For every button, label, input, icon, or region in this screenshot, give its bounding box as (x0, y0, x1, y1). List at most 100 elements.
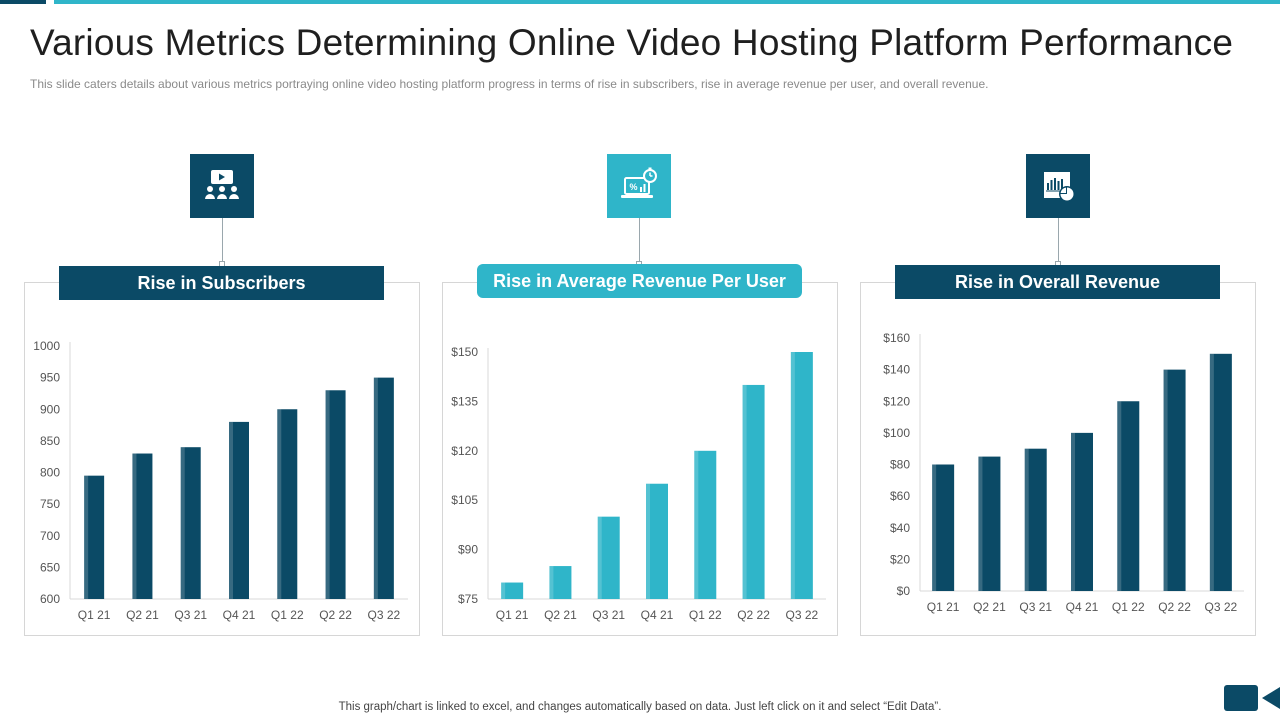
bar-q4-21 (646, 483, 668, 599)
bar-highlight (646, 483, 650, 599)
y-tick-label: $150 (451, 345, 478, 359)
y-tick-label: $90 (458, 543, 478, 557)
x-tick-label: Q3 22 (368, 608, 401, 622)
y-tick-label: $120 (451, 444, 478, 458)
y-tick-label: $75 (458, 592, 478, 606)
y-tick-label: $160 (883, 331, 910, 345)
bar-q4-21 (229, 421, 249, 599)
y-tick-label: $140 (883, 363, 910, 377)
connector-line (1058, 218, 1059, 264)
chart-header-subscribers: Rise in Subscribers (59, 266, 384, 300)
x-tick-label: Q2 22 (737, 608, 770, 622)
bar-highlight (978, 456, 983, 591)
x-tick-label: Q3 21 (592, 608, 625, 622)
bar-highlight (932, 464, 937, 591)
bar-q3-21 (597, 516, 620, 599)
bar-q4-21 (1071, 432, 1093, 591)
bar-q1-21 (84, 475, 105, 599)
y-tick-label: $120 (883, 394, 910, 408)
bar-q2-21 (549, 566, 572, 599)
bar-q3-21 (1024, 448, 1047, 591)
page-title: Various Metrics Determining Online Video… (30, 22, 1234, 63)
y-tick-label: 1000 (33, 339, 60, 353)
x-tick-label: Q2 22 (1158, 600, 1191, 614)
x-tick-label: Q1 21 (496, 608, 529, 622)
bar-highlight (597, 516, 602, 599)
x-tick-label: Q2 21 (126, 608, 159, 622)
y-tick-label: $100 (883, 426, 910, 440)
chart-header-arpu: Rise in Average Revenue Per User (477, 264, 802, 298)
y-tick-label: $40 (890, 521, 910, 535)
bar-highlight (1024, 448, 1029, 591)
y-tick-label: 600 (40, 592, 60, 606)
bar-highlight (325, 390, 330, 599)
x-tick-label: Q1 21 (927, 600, 960, 614)
bar-q1-22 (1117, 401, 1140, 591)
x-tick-label: Q3 22 (1205, 600, 1238, 614)
bar-q2-22 (325, 390, 346, 599)
chart-panel-arpu (442, 282, 838, 636)
connector-line (222, 218, 223, 264)
bar-q2-22 (742, 384, 765, 599)
bar-highlight (1117, 401, 1122, 591)
bar-highlight (1071, 432, 1075, 591)
y-tick-label: 700 (40, 529, 60, 543)
x-tick-label: Q3 21 (174, 608, 207, 622)
x-tick-label: Q4 21 (223, 608, 256, 622)
bar-highlight (694, 450, 699, 599)
y-tick-label: $20 (890, 552, 910, 566)
bar-highlight (501, 582, 506, 599)
y-tick-label: 900 (40, 402, 60, 416)
bar-highlight (1163, 369, 1168, 591)
x-tick-label: Q1 22 (271, 608, 304, 622)
top-accent-bar-dark (0, 0, 46, 4)
bar-q3-21 (180, 447, 201, 599)
bar-q1-21 (932, 464, 955, 591)
bar-highlight (790, 352, 795, 599)
svg-text:%: % (630, 182, 638, 192)
chart-header-overall-revenue: Rise in Overall Revenue (895, 265, 1220, 299)
bar-highlight (229, 421, 233, 599)
bar-q2-21 (978, 456, 1001, 591)
x-tick-label: Q4 21 (641, 608, 674, 622)
y-tick-label: 850 (40, 434, 60, 448)
bar-chart-arpu: $75 $90 $105 $120 $135 $150 Q1 21 Q2 21 Q3 21 Q4 … (451, 345, 826, 622)
x-tick-label: Q1 22 (1112, 600, 1145, 614)
bar-highlight (742, 384, 747, 599)
bar-highlight (132, 453, 137, 599)
bar-q2-22 (1163, 369, 1186, 591)
top-accent-bar-teal (54, 0, 1280, 4)
x-tick-label: Q2 21 (973, 600, 1006, 614)
video-camera-icon (1224, 685, 1280, 711)
y-tick-label: $80 (890, 458, 910, 472)
y-tick-label: $0 (897, 584, 911, 598)
bar-q3-22 (373, 377, 394, 599)
x-tick-label: Q1 21 (78, 608, 111, 622)
bar-q3-22 (1209, 353, 1232, 591)
bar-q2-21 (132, 453, 153, 599)
bar-highlight (84, 475, 89, 599)
footer-note: This graph/chart is linked to excel, and… (338, 701, 942, 713)
x-tick-label: Q1 22 (689, 608, 722, 622)
y-tick-label: 950 (40, 371, 60, 385)
x-tick-label: Q2 21 (544, 608, 577, 622)
y-tick-label: 650 (40, 560, 60, 574)
chart-panel-overall-revenue (860, 282, 1256, 636)
y-tick-label: 750 (40, 497, 60, 511)
bar-highlight (549, 566, 554, 599)
bar-q3-22 (790, 352, 813, 599)
y-tick-label: 800 (40, 466, 60, 480)
bar-highlight (1209, 353, 1214, 591)
y-tick-label: $60 (890, 489, 910, 503)
page-subtitle: This slide caters details about various … (30, 77, 989, 91)
audience-presentation-icon (190, 154, 254, 218)
bar-highlight (180, 447, 185, 599)
bar-highlight (373, 377, 378, 599)
x-tick-label: Q2 22 (319, 608, 352, 622)
laptop-analytics-icon: % (607, 154, 671, 218)
x-tick-label: Q3 22 (786, 608, 819, 622)
x-tick-label: Q4 21 (1066, 600, 1099, 614)
bar-chart-subscribers: 600 650 700 750 800 850 900 950 1000 Q1 21 Q2 21 Q3… (33, 339, 408, 622)
bar-highlight (277, 409, 282, 599)
connector-line (639, 218, 640, 264)
